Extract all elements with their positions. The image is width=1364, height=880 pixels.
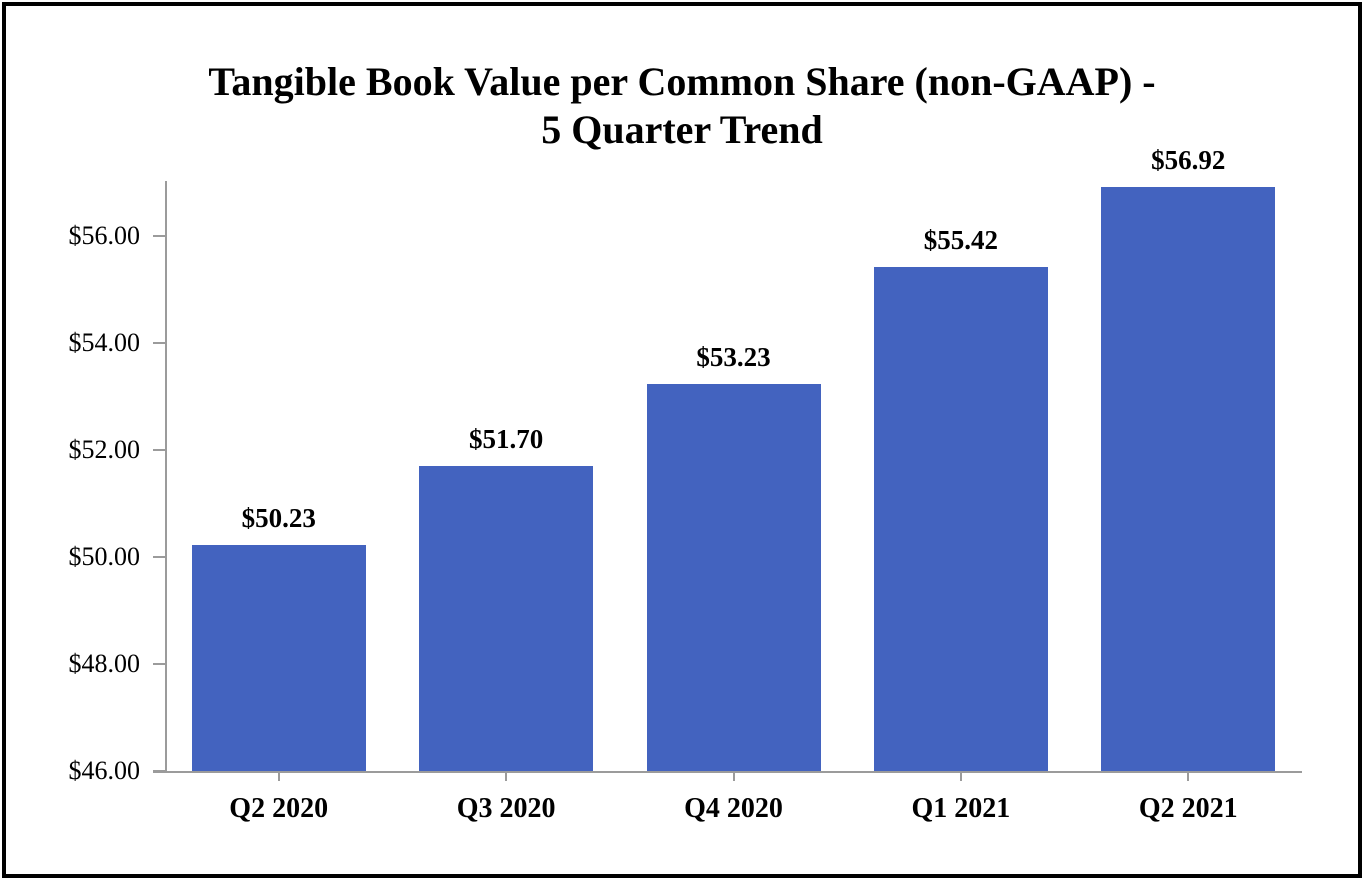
y-tick-label: $50.00 [68,542,141,572]
x-category-label: Q4 2020 [684,793,783,824]
y-tick-label: $54.00 [68,328,141,358]
bar [419,466,594,771]
bar-value-label: $53.23 [696,342,771,373]
y-tick-label: $48.00 [68,649,141,679]
x-category-label: Q3 2020 [456,793,556,824]
chart-title: Tangible Book Value per Common Share (no… [6,58,1358,154]
x-tick [732,771,735,781]
y-tick-label: $56.00 [68,221,141,251]
chart-title-line-1: Tangible Book Value per Common Share (no… [208,59,1156,104]
y-axis-line [165,181,167,773]
y-tick [153,770,165,772]
y-tick [153,449,165,452]
y-tick [153,235,165,238]
bar [191,544,366,771]
x-category-label: Q1 2021 [911,793,1011,824]
bar-value-label: $50.23 [241,502,316,533]
bar [873,267,1048,771]
bar [1101,186,1276,771]
x-tick [505,771,508,781]
x-axis-line [153,771,1302,773]
x-tick [277,771,280,781]
x-tick [959,771,962,781]
x-tick [1187,771,1190,781]
bar-value-label: $55.42 [923,225,999,256]
y-tick [153,556,165,559]
bar-value-label: $51.70 [468,424,544,455]
y-tick [153,663,165,666]
chart-title-line-2: 5 Quarter Trend [541,107,823,152]
bar [646,384,821,771]
bar-value-label: $56.92 [1151,144,1226,175]
x-category-label: Q2 2020 [229,793,329,824]
y-tick [153,342,165,345]
y-tick-label: $46.00 [68,756,141,785]
x-category-label: Q2 2021 [1138,793,1238,824]
y-tick-label: $52.00 [68,435,141,465]
